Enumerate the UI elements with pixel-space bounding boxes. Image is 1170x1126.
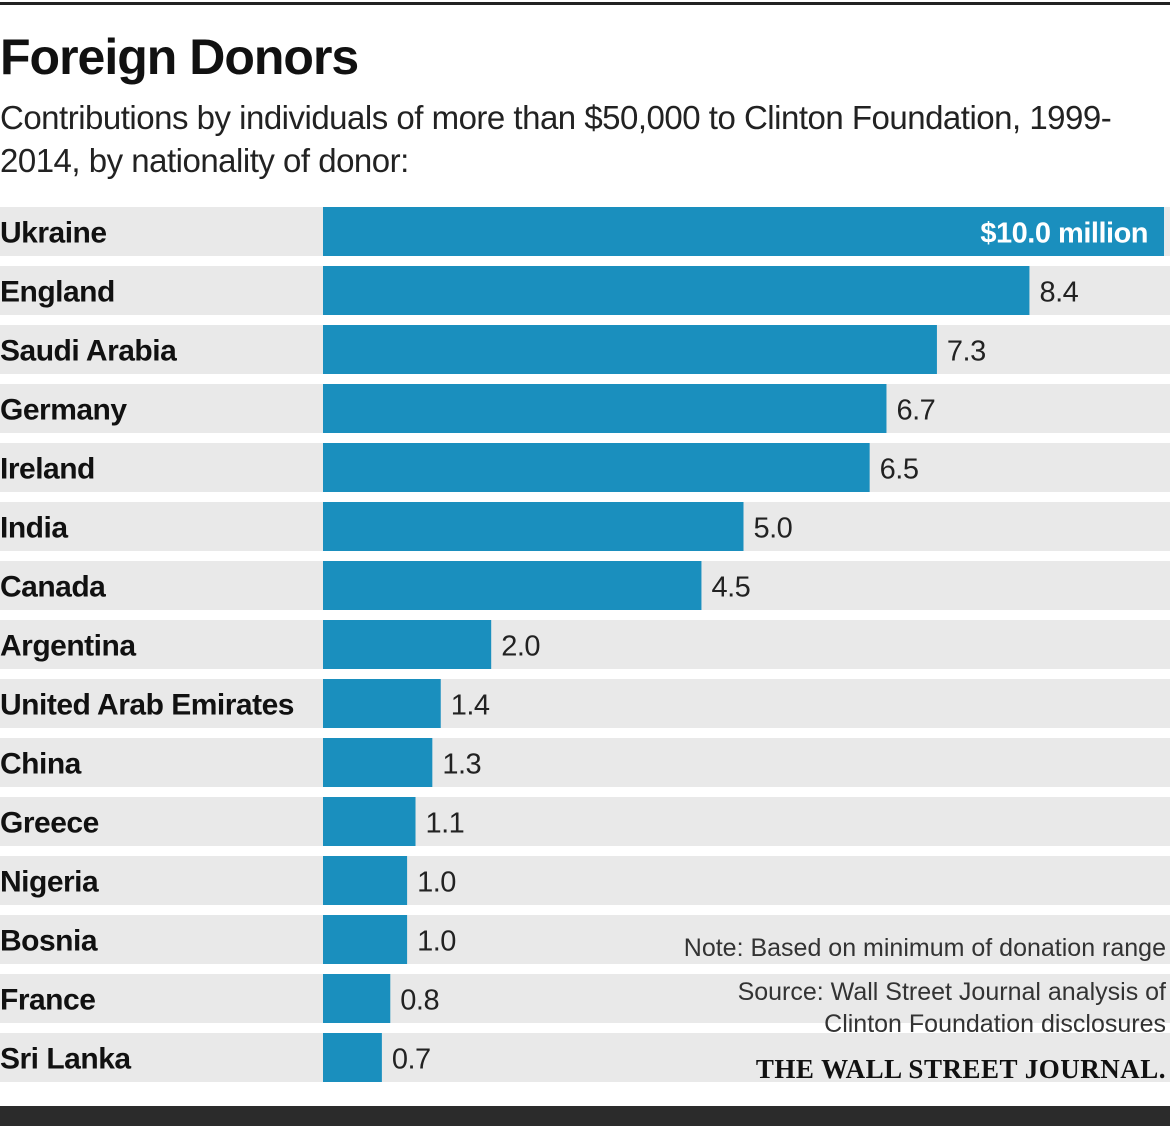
row-band-china bbox=[0, 738, 1170, 787]
value-label-sri-lanka: 0.7 bbox=[392, 1044, 431, 1076]
row-band-argentina bbox=[0, 620, 1170, 669]
bar-united-arab-emirates bbox=[323, 679, 441, 728]
row-band-sri-lanka bbox=[0, 1033, 1170, 1082]
category-label-india: India bbox=[0, 512, 68, 545]
value-label-greece: 1.1 bbox=[426, 808, 465, 840]
bar-saudi-arabia bbox=[323, 325, 937, 374]
row-band-bosnia bbox=[0, 915, 1170, 964]
bar-india bbox=[323, 502, 744, 551]
value-label-nigeria: 1.0 bbox=[417, 867, 456, 899]
bar-ireland bbox=[323, 443, 870, 492]
source-line-2: Clinton Foundation disclosures bbox=[824, 1010, 1166, 1038]
bar-chart: Ukraine $10.0 million England 8.4 Saudi Arab… bbox=[0, 207, 1170, 1082]
bar-greece bbox=[323, 797, 416, 846]
row-band-greece bbox=[0, 797, 1170, 846]
category-label-england: England bbox=[0, 276, 115, 309]
category-label-canada: Canada bbox=[0, 571, 106, 604]
footer: Note: Based on minimum of donation range… bbox=[684, 932, 1166, 1085]
note-text: Note: Based on minimum of donation range bbox=[683, 934, 1166, 962]
bar-sri-lanka bbox=[323, 1033, 382, 1082]
value-label-india: 5.0 bbox=[754, 513, 793, 545]
value-label-ireland: 6.5 bbox=[880, 454, 919, 486]
source-text: Source: Wall Street Journal analysis of … bbox=[684, 976, 1166, 1040]
chart-title: Foreign Donors bbox=[0, 29, 359, 85]
category-label-argentina: Argentina bbox=[0, 630, 136, 663]
value-label-canada: 4.5 bbox=[711, 572, 750, 604]
category-label-bosnia: Bosnia bbox=[0, 925, 98, 958]
bar-england bbox=[323, 266, 1030, 315]
value-label-bosnia: 1.0 bbox=[417, 926, 456, 958]
row-band-france bbox=[0, 974, 1170, 1023]
value-label-china: 1.3 bbox=[442, 749, 481, 781]
wsj-logo: THE WALL STREET JOURNAL. bbox=[755, 1054, 1166, 1084]
bar-ukraine bbox=[323, 207, 1164, 256]
bar-bosnia bbox=[323, 915, 408, 964]
value-label-ukraine: $10.0 million bbox=[980, 218, 1148, 250]
category-label-nigeria: Nigeria bbox=[0, 866, 99, 899]
category-label-sri-lanka: Sri Lanka bbox=[0, 1043, 131, 1076]
value-label-england: 8.4 bbox=[1039, 277, 1078, 309]
category-label-united-arab-emirates: United Arab Emirates bbox=[0, 689, 294, 722]
value-label-united-arab-emirates: 1.4 bbox=[451, 690, 490, 722]
bar-germany bbox=[323, 384, 887, 433]
bar-argentina bbox=[323, 620, 492, 669]
bar-france bbox=[323, 974, 391, 1023]
category-label-france: France bbox=[0, 984, 95, 1017]
value-label-saudi-arabia: 7.3 bbox=[947, 336, 986, 368]
value-label-germany: 6.7 bbox=[896, 395, 935, 427]
bottom-bar bbox=[0, 1106, 1170, 1126]
category-label-germany: Germany bbox=[0, 394, 127, 427]
category-label-greece: Greece bbox=[0, 807, 99, 840]
row-band-nigeria bbox=[0, 856, 1170, 905]
bar-canada bbox=[323, 561, 702, 610]
chart-subtitle: Contributions by individuals of more tha… bbox=[0, 99, 1112, 179]
row-band-united-arab-emirates bbox=[0, 679, 1170, 728]
category-label-ukraine: Ukraine bbox=[0, 217, 107, 250]
bar-china bbox=[323, 738, 433, 787]
source-line-1: Source: Wall Street Journal analysis of bbox=[737, 978, 1166, 1006]
value-label-france: 0.8 bbox=[400, 985, 439, 1017]
value-label-argentina: 2.0 bbox=[501, 631, 540, 663]
category-label-saudi-arabia: Saudi Arabia bbox=[0, 335, 177, 368]
category-label-ireland: Ireland bbox=[0, 453, 95, 486]
bar-nigeria bbox=[323, 856, 408, 905]
category-label-china: China bbox=[0, 748, 82, 781]
top-rule bbox=[0, 2, 1170, 5]
